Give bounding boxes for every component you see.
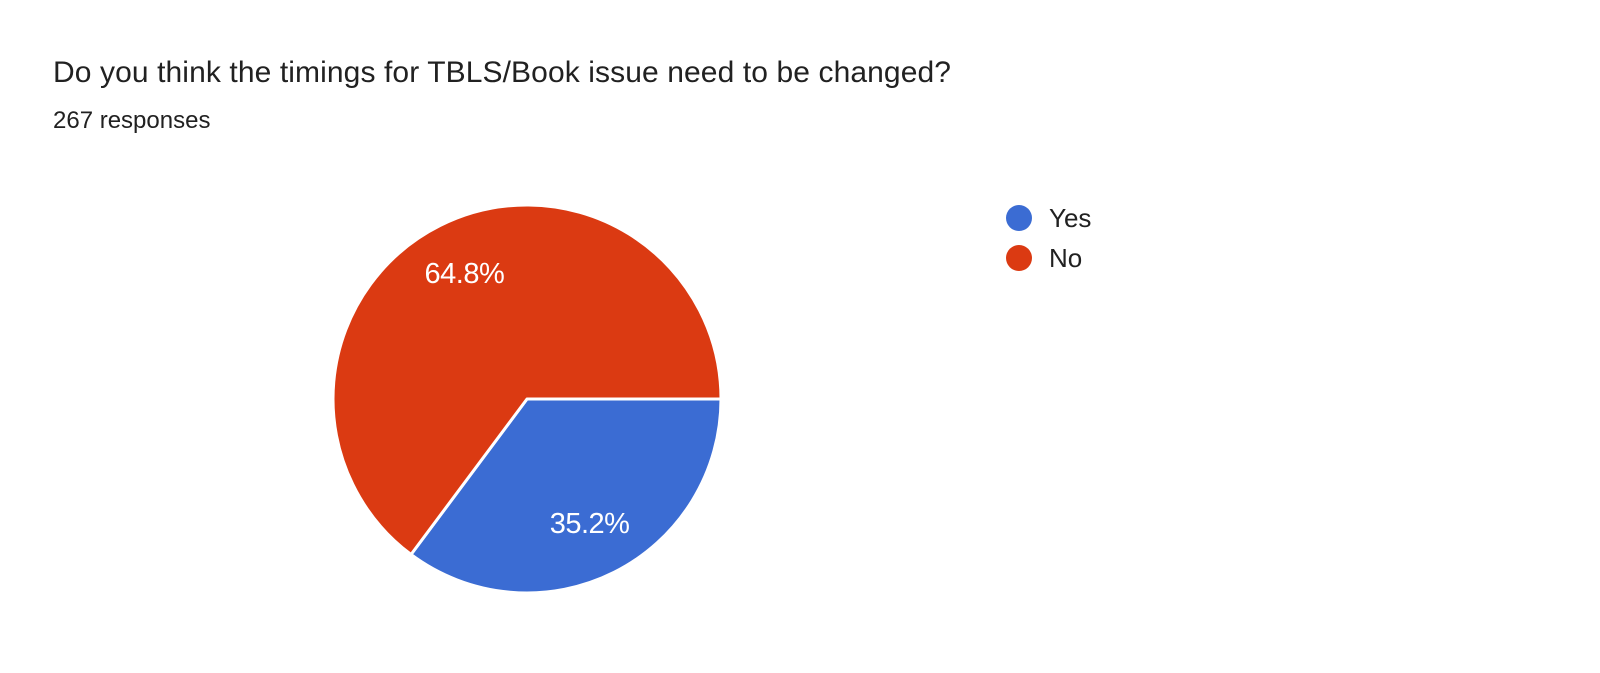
legend-color-dot-no	[1006, 245, 1032, 271]
legend-color-dot-yes	[1006, 205, 1032, 231]
responses-count: 267 responses	[53, 107, 211, 134]
legend-label-yes: Yes	[1049, 203, 1092, 233]
legend-item-yes: Yes	[1006, 205, 1091, 231]
question-title: Do you think the timings for TBLS/Book i…	[53, 56, 952, 89]
pie-slice-label-yes: 35.2%	[550, 508, 630, 540]
pie-slice-label-no: 64.8%	[425, 258, 505, 290]
chart-legend: Yes No	[1006, 205, 1091, 271]
legend-label-no: No	[1049, 243, 1083, 273]
pie-slice-no[interactable]	[331, 203, 723, 556]
pie-slice-yes[interactable]	[409, 397, 723, 595]
pie-chart: 35.2% 64.8%	[331, 203, 723, 595]
legend-item-no: No	[1006, 245, 1091, 271]
